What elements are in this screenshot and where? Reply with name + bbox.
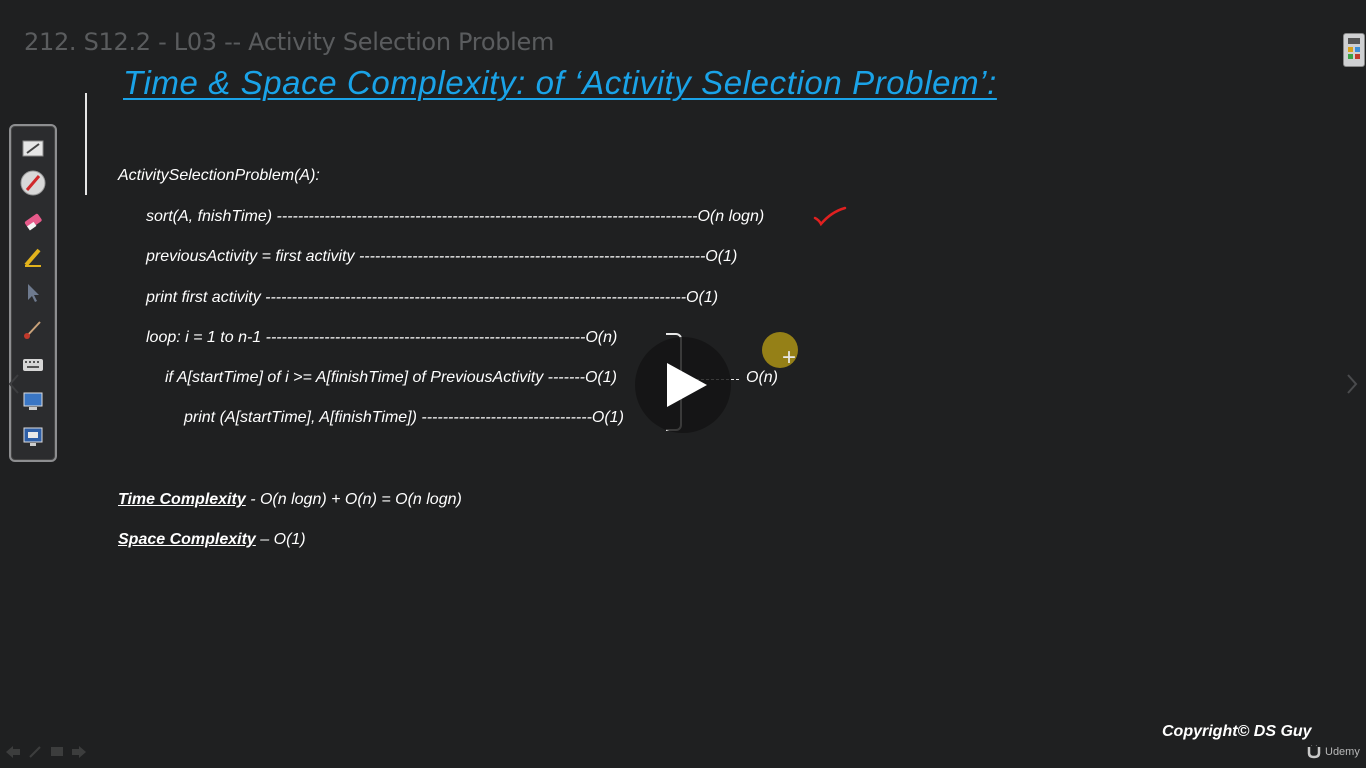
- pointer-icon[interactable]: [20, 280, 46, 306]
- udemy-u-icon: [1307, 745, 1321, 759]
- previous-slide-arrow[interactable]: [6, 372, 22, 401]
- udemy-label: Udemy: [1325, 746, 1360, 758]
- bottom-controls: [6, 746, 86, 758]
- code-line-loop: loop: i = 1 to n-1 ---------------------…: [146, 329, 618, 346]
- bracket-result: O(n): [746, 369, 778, 386]
- code-line-print-first: print first activity -------------------…: [146, 289, 719, 306]
- next-slide-arrow[interactable]: [1344, 372, 1360, 401]
- annotation-toolbar: [9, 124, 57, 462]
- video-title: 212. S12.2 - L03 -- Activity Selection P…: [24, 28, 555, 56]
- play-icon: [667, 363, 707, 407]
- code-line-print-pair: print (A[startTime], A[finishTime]) ----…: [184, 409, 624, 426]
- code-line-sort: sort(A, fnishTime) ---------------------…: [146, 208, 765, 225]
- check-mark-icon: [813, 206, 847, 231]
- forward-arrow-icon[interactable]: [72, 746, 86, 758]
- crosshair-icon: +: [782, 344, 797, 371]
- back-arrow-icon[interactable]: [6, 746, 20, 758]
- time-complexity-value: - O(n logn) + O(n) = O(n logn): [245, 491, 462, 508]
- play-button[interactable]: [635, 337, 731, 433]
- brush-icon[interactable]: [20, 316, 46, 342]
- eraser-icon[interactable]: [20, 208, 46, 234]
- screen-capture-icon[interactable]: [20, 388, 46, 414]
- laser-pointer: [762, 332, 798, 368]
- time-complexity-label: Time Complexity: [118, 491, 246, 508]
- space-complexity-line: Space Complexity – O(1): [118, 531, 306, 549]
- slide-heading: Time & Space Complexity: of ‘Activity Se…: [123, 64, 997, 101]
- widget-icon: [1348, 38, 1360, 59]
- space-complexity-label: Space Complexity: [118, 531, 256, 548]
- copyright-text: Copyright© DS Guy: [1162, 723, 1312, 740]
- keyboard-icon[interactable]: [20, 352, 46, 378]
- highlighter-icon[interactable]: [20, 244, 46, 270]
- space-complexity-value: – O(1): [255, 531, 306, 548]
- pen-icon[interactable]: [20, 170, 46, 196]
- display-icon[interactable]: [20, 424, 46, 450]
- whiteboard-icon[interactable]: [20, 136, 46, 162]
- udemy-logo: Udemy: [1306, 745, 1360, 759]
- screen-small-icon[interactable]: [50, 746, 64, 758]
- code-line-function: ActivitySelectionProblem(A):: [118, 167, 320, 184]
- top-right-widget[interactable]: [1343, 33, 1365, 67]
- time-complexity-line: Time Complexity - O(n logn) + O(n) = O(n…: [118, 491, 462, 509]
- code-line-if: if A[startTime] of i >= A[finishTime] of…: [165, 369, 617, 386]
- pen-small-icon[interactable]: [28, 746, 42, 758]
- code-line-previous-activity: previousActivity = first activity ------…: [146, 248, 738, 265]
- text-cursor-bar: [85, 93, 87, 195]
